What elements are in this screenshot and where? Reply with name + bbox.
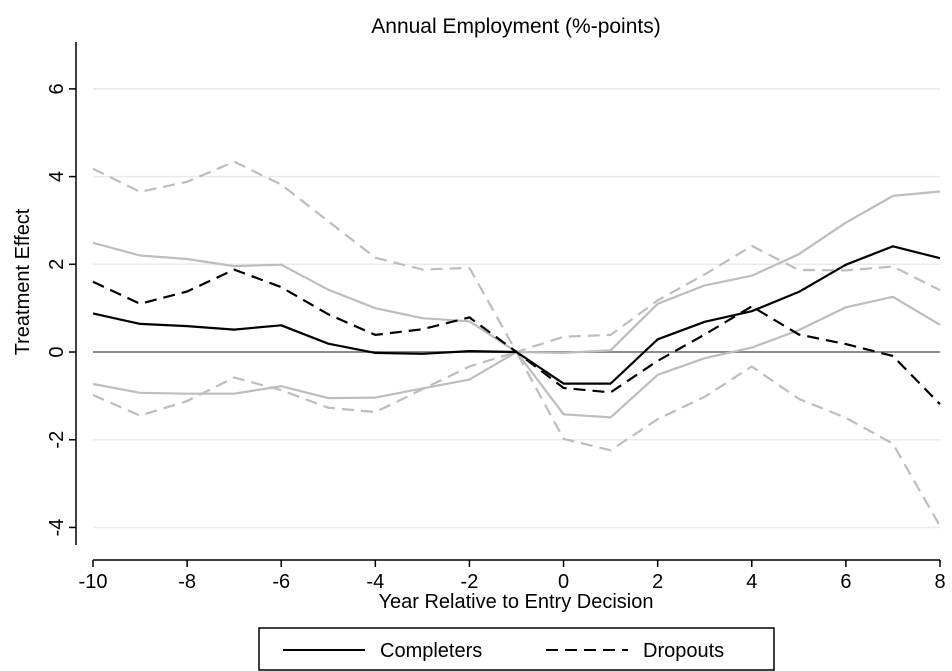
x-axis-label: Year Relative to Entry Decision [379, 591, 654, 613]
x-ticks: -10 -8 -6 -4 -2 0 2 4 6 8 [79, 560, 946, 593]
legend-label-dropouts: Dropouts [643, 640, 724, 662]
x-tick-label: 0 [558, 571, 569, 593]
y-tick-label: 4 [46, 171, 68, 182]
y-axis-label: Treatment Effect [12, 208, 34, 355]
x-tick-label: -10 [79, 571, 108, 593]
x-tick-label: -6 [272, 571, 290, 593]
chart-title: Annual Employment (%-points) [371, 15, 660, 38]
y-tick-label: -4 [46, 519, 68, 537]
x-tick-label: 8 [934, 571, 945, 593]
dropouts-dashed-line [92, 268, 941, 405]
x-tick-label: -4 [366, 571, 384, 593]
axes-group [75, 42, 940, 561]
confidence-band-dashed-line [92, 350, 941, 527]
x-tick-label: -8 [178, 571, 196, 593]
y-tick-label: -2 [46, 431, 68, 449]
x-tick-label: 2 [652, 571, 663, 593]
y-tick-label: 6 [46, 83, 68, 94]
legend-label-completers: Completers [380, 640, 482, 662]
grid [93, 88, 940, 529]
legend: Completers Dropouts [258, 627, 775, 671]
x-tick-label: 6 [840, 571, 851, 593]
x-tick-label: 4 [746, 571, 757, 593]
y-tick-label: 2 [46, 259, 68, 270]
x-tick-label: -2 [461, 571, 479, 593]
y-ticks: -4 -2 0 2 4 6 [46, 83, 76, 536]
series-group [92, 160, 941, 527]
y-tick-label: 0 [46, 346, 68, 357]
